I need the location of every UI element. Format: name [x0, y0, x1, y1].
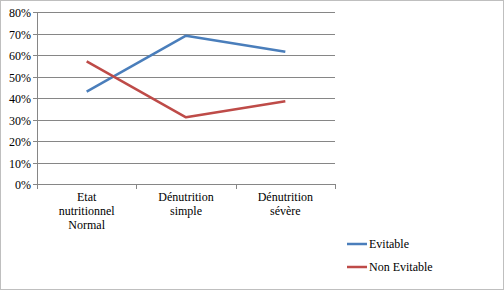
chart: 0% 10% 20% 30% 40% 50% 60% 70% 80% Etatnutritionn… — [0, 0, 504, 290]
legend-label: Non Evitable — [369, 260, 433, 274]
grid-line — [37, 77, 335, 78]
y-tick-label: 0% — [15, 178, 31, 192]
grid-line — [37, 184, 335, 185]
x-tick — [335, 184, 336, 189]
x-tick — [136, 184, 137, 189]
y-tick-label: 50% — [9, 71, 31, 85]
grid-line — [37, 163, 335, 164]
legend-swatch — [347, 266, 367, 269]
legend-swatch — [347, 243, 367, 246]
x-tick-label: EtatnutritionnelNormal — [59, 190, 116, 232]
grid-line — [37, 98, 335, 99]
y-tick — [33, 77, 37, 78]
y-tick-label: 20% — [9, 135, 31, 149]
chart-frame — [1, 1, 504, 290]
x-tick-label-line: nutritionnel — [59, 204, 116, 218]
y-tick-label: 70% — [9, 28, 31, 42]
y-tick — [33, 163, 37, 164]
y-tick — [33, 55, 37, 56]
grid-line — [37, 55, 335, 56]
series-line — [87, 36, 286, 92]
y-tick-label: 30% — [9, 114, 31, 128]
y-tick — [33, 120, 37, 121]
x-tick-label-line: simple — [170, 204, 202, 218]
y-tick-label: 10% — [9, 157, 31, 171]
x-tick-label-line: Etat — [77, 190, 97, 204]
series-line — [87, 61, 286, 117]
y-tick — [33, 141, 37, 142]
x-tick-label-line: Dénutrition — [258, 190, 313, 204]
y-tick-label: 80% — [9, 6, 31, 20]
y-tick — [33, 12, 37, 13]
grid-line — [37, 120, 335, 121]
y-axis — [37, 12, 38, 184]
x-tick-label-line: Normal — [68, 218, 105, 232]
x-tick-label-line: sévère — [270, 204, 301, 218]
x-tick — [37, 184, 38, 189]
y-tick — [33, 184, 37, 185]
x-tick-label: Dénutritionsimple — [158, 190, 213, 218]
x-tick-label-line: Dénutrition — [158, 190, 213, 204]
x-axis — [37, 184, 335, 185]
x-tick — [236, 184, 237, 189]
y-tick — [33, 98, 37, 99]
plot-area — [87, 36, 286, 118]
y-tick-label: 40% — [9, 92, 31, 106]
legend-label: Evitable — [369, 237, 409, 251]
y-tick-label: 60% — [9, 49, 31, 63]
grid-line — [37, 12, 335, 13]
y-tick — [33, 34, 37, 35]
x-tick-label: Dénutritionsévère — [258, 190, 313, 218]
grid-line — [37, 141, 335, 142]
